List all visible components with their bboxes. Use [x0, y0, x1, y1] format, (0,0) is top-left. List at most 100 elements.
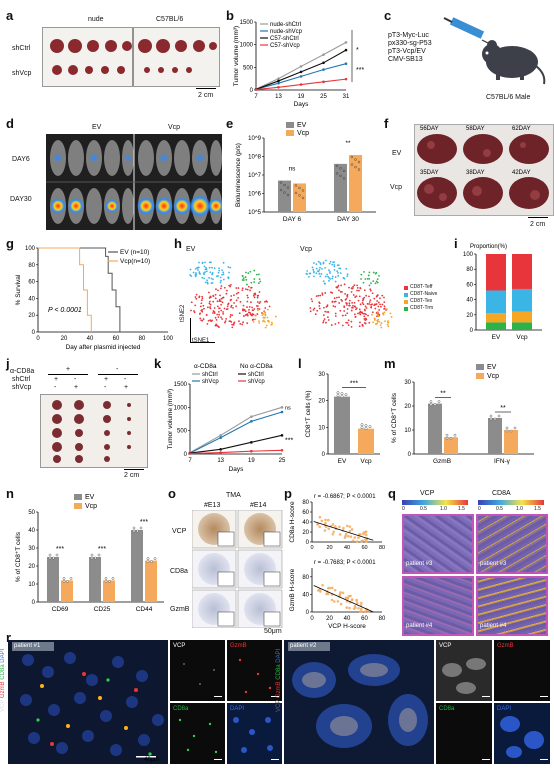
- p2-point-42: [367, 610, 370, 613]
- tsne-point-1-2-3: [352, 304, 354, 307]
- syringe-icon: [443, 17, 495, 47]
- tsne-point-0-2-82: [251, 306, 254, 309]
- p1-xtick-4: 80: [379, 545, 385, 551]
- tsne-point-0-2-49: [217, 316, 220, 318]
- tsne-point-0-2-83: [221, 301, 224, 304]
- g-ytick-label-5: 100: [25, 246, 36, 252]
- panel-f-vcp-day-3: 42DAY: [512, 170, 531, 176]
- merge-label-dapi: DAPI: [0, 648, 6, 663]
- tsne-point-1-2-194: [348, 304, 351, 307]
- tsne-point-1-2-70: [343, 305, 346, 308]
- tsne-point-1-3-21: [386, 321, 389, 324]
- tsne-point-1-2-112: [356, 289, 358, 292]
- e-xtick-0: DAY 6: [283, 216, 302, 223]
- tsne-point-1-2-27: [348, 286, 350, 289]
- tsne-point-1-2-151: [365, 313, 367, 316]
- tsne-point-0-0-48: [189, 274, 192, 276]
- tsne-point-0-0-61: [206, 279, 209, 282]
- tsne-point-0-0-47: [227, 277, 230, 280]
- legend-swatch-trm: [404, 306, 408, 311]
- e-dot-0-1-2: [301, 189, 305, 192]
- tsne-point-0-3-22: [258, 320, 260, 323]
- tsne-point-1-2-108: [377, 301, 380, 304]
- tsne1-label: tSNE1: [192, 338, 210, 344]
- tsne-point-1-1-17: [368, 284, 371, 287]
- tsne-point-0-0-44: [206, 282, 209, 285]
- channel-gzmb-left: [227, 640, 282, 701]
- panel-r-left-merge-legend: VCP GzmB CD8a DAPI: [0, 649, 6, 712]
- panel-f-ev-day-2: 58DAY: [466, 126, 485, 132]
- i-ylabel: Proportion(%): [470, 244, 507, 250]
- panel-q-tile-2: [476, 514, 548, 574]
- tsne-point-1-0-53: [323, 282, 326, 285]
- tsne-point-0-2-173: [242, 304, 245, 307]
- mouse-icon: [482, 40, 546, 85]
- tsne-point-1-2-41: [371, 311, 374, 314]
- k-legend-1: shVcp: [202, 379, 219, 385]
- g-ytick-label-3: 60: [28, 280, 35, 286]
- tsne-point-1-2-160: [381, 303, 384, 306]
- n-dot-1-1-0: [104, 577, 108, 580]
- tsne-point-0-0-39: [208, 261, 211, 264]
- e-dot-1-1-3: [350, 163, 354, 166]
- tsne-point-0-2-165: [230, 295, 233, 297]
- tsne-point-1-2-44: [355, 295, 358, 298]
- tsne-point-1-2-102: [345, 304, 348, 306]
- tsne-point-1-2-129: [343, 283, 346, 286]
- p1-ytick-label-4: 80: [302, 500, 309, 506]
- n-bar-2-0: [131, 530, 143, 602]
- panel-letter-g: g: [6, 236, 14, 251]
- k-xtick-0: 7: [188, 458, 192, 464]
- tsne-point-0-0-12: [219, 276, 222, 279]
- e-dot-1-0-5: [342, 177, 346, 180]
- tsne-point-0-2-74: [219, 300, 222, 303]
- e-bar-1-0: [334, 163, 347, 212]
- tsne-point-1-2-48: [341, 324, 344, 327]
- b-annot-2: ***: [356, 67, 364, 74]
- tsne-point-0-2-32: [208, 302, 211, 305]
- panel-letter-n: n: [6, 486, 14, 501]
- tsne-point-0-2-18: [237, 296, 240, 299]
- tsne-point-1-3-23: [382, 312, 385, 315]
- p1-point-26: [318, 515, 322, 519]
- tsne-point-1-2-4: [309, 310, 312, 313]
- tsne-point-1-0-59: [338, 267, 341, 270]
- tsne-point-1-2-143: [324, 310, 327, 313]
- tsne-point-0-2-69: [212, 300, 215, 303]
- tsne-point-1-2-182: [363, 289, 366, 292]
- tsne-point-1-0-9: [313, 262, 315, 264]
- tsne-point-0-2-182: [243, 308, 246, 311]
- tsne-point-1-2-83: [318, 302, 321, 305]
- scale-bar-f: [528, 217, 548, 218]
- tsne-point-1-2-125: [321, 292, 324, 295]
- k-xtick-1: 13: [217, 458, 224, 464]
- tsne-point-0-2-190: [229, 320, 232, 323]
- m-dot-0-0-2: [437, 400, 441, 403]
- tsne-point-1-0-36: [327, 269, 330, 272]
- tsne-point-0-0-60: [204, 271, 206, 274]
- panel-q-patient-3: patient #4: [406, 623, 433, 629]
- plasmid-2: px330-sg-P53: [388, 40, 432, 47]
- tsne-point-1-0-27: [333, 264, 336, 266]
- tsne-point-1-2-158: [354, 315, 357, 318]
- tsne-point-0-2-143: [235, 305, 237, 308]
- tsne-point-0-2-131: [209, 303, 212, 306]
- e-annot-1: **: [345, 140, 351, 147]
- b-ytick-label-1: 500: [243, 65, 254, 71]
- tsne-point-0-2-158: [219, 294, 221, 297]
- tsne-point-0-2-60: [247, 296, 249, 299]
- channel-label-vcp-r: VCP: [439, 643, 452, 649]
- n-dot-2-1-0: [146, 557, 150, 560]
- l-bar-1: [358, 428, 374, 454]
- tsne-point-0-2-1: [258, 302, 261, 305]
- tsne-point-1-2-170: [365, 307, 368, 309]
- i-ytick-label-3: 60: [466, 282, 473, 288]
- tsne-point-1-0-21: [331, 263, 334, 266]
- p1-point-44: [362, 531, 366, 534]
- tsne-point-0-0-9: [194, 267, 197, 270]
- tsne-point-0-0-23: [198, 272, 201, 274]
- n-dot-1-0-3: [90, 556, 94, 560]
- l-xtick-1: Vcp: [360, 458, 372, 465]
- g-ytick-label-2: 40: [28, 296, 35, 302]
- i-bar-1-1: [512, 311, 532, 323]
